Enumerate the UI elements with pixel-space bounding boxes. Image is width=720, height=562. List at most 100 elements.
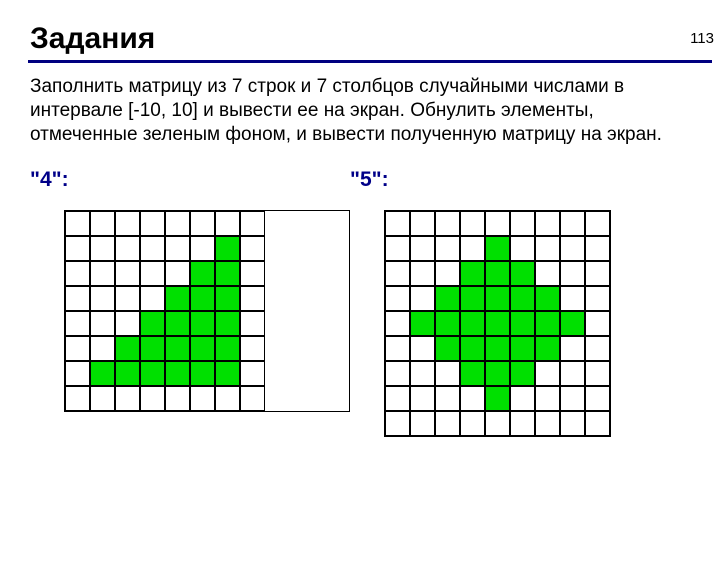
grid-cell	[115, 311, 140, 336]
grid-cell	[165, 361, 190, 386]
grid-cell	[410, 286, 435, 311]
grid-cell	[115, 361, 140, 386]
grid-cell	[65, 386, 90, 411]
grid-cell	[510, 286, 535, 311]
grid-cell	[240, 261, 265, 286]
figure-4-label: "4":	[30, 168, 350, 192]
grid-cell	[115, 336, 140, 361]
figure-5-grid	[384, 210, 611, 437]
grid-cell	[215, 361, 240, 386]
grid-cell	[385, 236, 410, 261]
grid-cell	[460, 411, 485, 436]
grid-cell	[585, 411, 610, 436]
grid-cell	[585, 311, 610, 336]
grid-cell	[510, 386, 535, 411]
figure-5-grid-wrap	[384, 210, 611, 437]
grid-cell	[190, 286, 215, 311]
grid-cell	[585, 286, 610, 311]
grid-cell	[485, 386, 510, 411]
grid-cell	[535, 236, 560, 261]
grid-cell	[510, 211, 535, 236]
grid-cell	[215, 236, 240, 261]
grid-cell	[585, 261, 610, 286]
grid-cell	[585, 336, 610, 361]
grid-cell	[535, 211, 560, 236]
grid-cell	[560, 411, 585, 436]
grid-cell	[90, 311, 115, 336]
figure-4-grid-wrap	[64, 210, 350, 412]
grid-cell	[460, 236, 485, 261]
grid-cell	[510, 236, 535, 261]
grid-cell	[585, 236, 610, 261]
grid-cell	[140, 286, 165, 311]
grid-cell	[165, 336, 190, 361]
grid-cell	[240, 336, 265, 361]
grid-cell	[435, 261, 460, 286]
grid-cell	[535, 361, 560, 386]
grid-cell	[240, 286, 265, 311]
grid-cell	[65, 211, 90, 236]
grid-cell	[240, 311, 265, 336]
grid-cell	[560, 261, 585, 286]
grid-cell	[240, 211, 265, 236]
grid-cell	[65, 261, 90, 286]
grid-cell	[410, 361, 435, 386]
grid-cell	[140, 211, 165, 236]
grid-cell	[460, 261, 485, 286]
grid-cell	[410, 261, 435, 286]
figure-5-label: "5":	[350, 168, 611, 192]
grid-cell	[240, 361, 265, 386]
grid-cell	[240, 386, 265, 411]
grid-cell	[90, 336, 115, 361]
grid-cell	[65, 286, 90, 311]
grid-cell	[485, 211, 510, 236]
grid-cell	[435, 236, 460, 261]
grid-cell	[140, 386, 165, 411]
grid-cell	[90, 261, 115, 286]
grid-cell	[435, 211, 460, 236]
figures-row: "4": "5":	[0, 168, 720, 437]
grid-cell	[510, 336, 535, 361]
grid-cell	[385, 361, 410, 386]
grid-cell	[385, 211, 410, 236]
grid-cell	[585, 361, 610, 386]
grid-cell	[535, 286, 560, 311]
grid-cell	[535, 311, 560, 336]
grid-cell	[115, 211, 140, 236]
grid-cell	[190, 336, 215, 361]
grid-cell	[535, 411, 560, 436]
grid-cell	[435, 336, 460, 361]
grid-cell	[215, 286, 240, 311]
grid-cell	[215, 336, 240, 361]
grid-cell	[410, 236, 435, 261]
page-title: Задания	[30, 22, 720, 56]
grid-cell	[460, 361, 485, 386]
grid-cell	[190, 211, 215, 236]
grid-cell	[385, 386, 410, 411]
grid-cell	[140, 311, 165, 336]
grid-cell	[510, 411, 535, 436]
grid-cell	[115, 236, 140, 261]
grid-cell	[560, 211, 585, 236]
grid-cell	[460, 211, 485, 236]
grid-cell	[410, 211, 435, 236]
grid-cell	[165, 286, 190, 311]
grid-cell	[65, 236, 90, 261]
grid-cell	[385, 261, 410, 286]
grid-cell	[215, 261, 240, 286]
grid-cell	[485, 361, 510, 386]
grid-cell	[190, 361, 215, 386]
grid-cell	[485, 261, 510, 286]
grid-cell	[190, 386, 215, 411]
grid-cell	[435, 361, 460, 386]
grid-cell	[115, 261, 140, 286]
grid-cell	[190, 261, 215, 286]
grid-cell	[485, 336, 510, 361]
grid-cell	[410, 411, 435, 436]
grid-cell	[435, 386, 460, 411]
grid-cell	[90, 211, 115, 236]
grid-cell	[560, 336, 585, 361]
grid-cell	[435, 286, 460, 311]
grid-cell	[560, 311, 585, 336]
grid-cell	[65, 336, 90, 361]
